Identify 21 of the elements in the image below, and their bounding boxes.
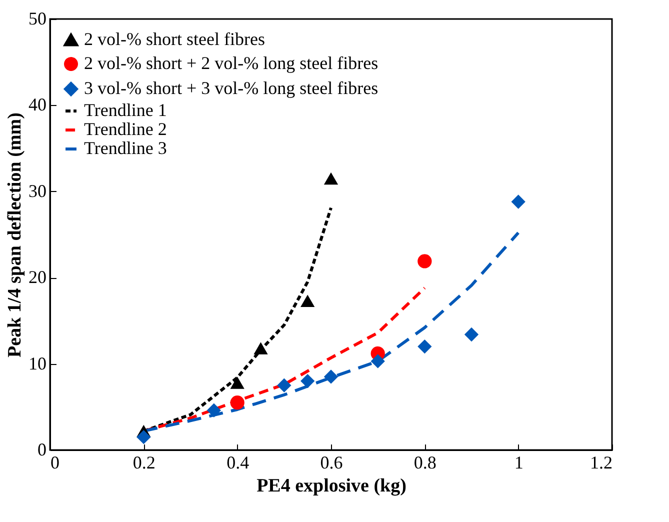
y-tick-label: 50	[28, 8, 46, 28]
x-axis-title: PE4 explosive (kg)	[256, 476, 406, 496]
x-tick-label: 1.2	[590, 452, 612, 472]
legend-label: Trendline 3	[84, 138, 167, 158]
y-tick-label: 30	[28, 180, 46, 201]
x-tick-label: 0.6	[320, 452, 343, 472]
legend-label: 2 vol-% short + 2 vol-% long steel fibres	[84, 53, 378, 73]
y-tick-label: 20	[28, 267, 46, 288]
y-tick-label: 0	[38, 440, 46, 460]
y-axis-title: Peak 1/4 span deflection (mm)	[4, 112, 26, 358]
legend-label: Trendline 1	[84, 100, 167, 120]
x-tick-label: 0.8	[414, 452, 436, 472]
legend-label: 3 vol-% short + 3 vol-% long steel fibres	[84, 78, 378, 98]
x-tick-label: 0.4	[226, 452, 250, 472]
legend-label: 2 vol-% short steel fibres	[84, 29, 265, 49]
y-tick-label: 40	[28, 94, 46, 115]
x-tick-label: 1	[514, 452, 524, 472]
legend-label: Trendline 2	[84, 119, 167, 139]
x-tick-label: 0.2	[132, 452, 156, 472]
y-tick-label: 10	[28, 353, 46, 374]
x-tick-label: 0	[50, 452, 60, 472]
